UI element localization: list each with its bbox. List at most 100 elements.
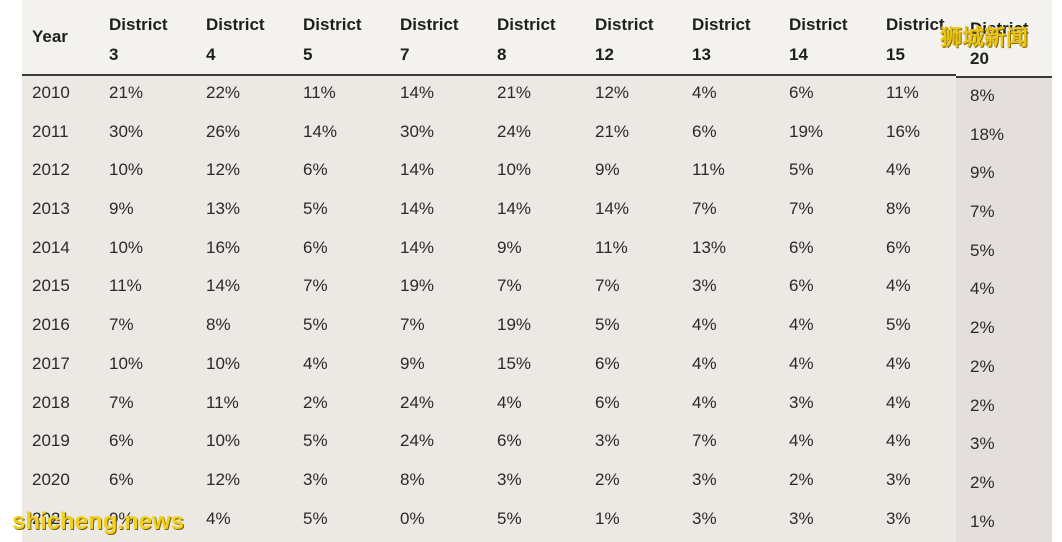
value-cell: 6% bbox=[303, 160, 328, 180]
value-cell: 21% bbox=[109, 83, 144, 102]
value-cell: 2% bbox=[970, 472, 995, 492]
value-cell: 21% bbox=[497, 83, 532, 102]
value-cell: 7% bbox=[595, 276, 620, 296]
value-cell: 14% bbox=[400, 83, 435, 102]
header-district-4: District 4 bbox=[206, 15, 265, 64]
value-cell: 14% bbox=[595, 199, 630, 219]
value-cell: 3% bbox=[692, 276, 717, 296]
value-cell: 7% bbox=[692, 199, 717, 219]
value-cell: 3% bbox=[692, 508, 717, 528]
value-cell: 12% bbox=[206, 160, 241, 180]
table-row: 2021 9% 4% 5% 0% 5% 1% 3% 3% 3% 1% bbox=[22, 502, 1052, 541]
value-cell: 24% bbox=[400, 431, 435, 451]
header-district-15: District 15 bbox=[886, 15, 945, 64]
value-cell: 6% bbox=[595, 353, 620, 373]
header-district-3: District 3 bbox=[109, 15, 168, 64]
value-cell: 16% bbox=[206, 237, 241, 257]
header-district-13: District 13 bbox=[692, 15, 751, 64]
value-cell: 8% bbox=[400, 469, 425, 489]
value-cell: 11% bbox=[303, 83, 336, 102]
value-cell: 5% bbox=[303, 315, 328, 335]
table-body: 2010 21% 22% 11% 14% 21% 12% 4% 6% 11% 8% 2011 30% 26… bbox=[22, 76, 1052, 540]
table-row: 2016 7% 8% 5% 7% 19% 5% 4% 4% 5% 2% bbox=[22, 308, 1052, 347]
value-cell: 9% bbox=[970, 163, 995, 183]
value-cell: 4% bbox=[497, 392, 522, 412]
value-cell: 14% bbox=[206, 276, 241, 296]
table-row: 2014 10% 16% 6% 14% 9% 11% 13% 6% 6% 5% bbox=[22, 231, 1052, 270]
header-district-5: District 5 bbox=[303, 15, 362, 64]
value-cell: 14% bbox=[303, 121, 338, 141]
value-cell: 15% bbox=[497, 353, 532, 373]
value-cell: 1% bbox=[970, 511, 995, 531]
value-cell: 5% bbox=[497, 508, 522, 528]
value-cell: 4% bbox=[886, 160, 911, 180]
value-cell: 5% bbox=[303, 199, 328, 219]
value-cell: 5% bbox=[303, 431, 328, 451]
table-row: 2019 6% 10% 5% 24% 6% 3% 7% 4% 4% 3% bbox=[22, 424, 1052, 463]
value-cell: 4% bbox=[692, 83, 717, 102]
value-cell: 13% bbox=[206, 199, 241, 219]
value-cell: 16% bbox=[886, 121, 921, 141]
value-cell: 4% bbox=[692, 353, 717, 373]
value-cell: 2% bbox=[970, 356, 995, 376]
table-row: 2013 9% 13% 5% 14% 14% 14% 7% 7% 8% 7% bbox=[22, 192, 1052, 231]
value-cell: 2% bbox=[595, 469, 620, 489]
value-cell: 4% bbox=[886, 392, 911, 412]
value-cell: 6% bbox=[692, 121, 717, 141]
table-row: 2010 21% 22% 11% 14% 21% 12% 4% 6% 11% 8% bbox=[22, 76, 1052, 115]
value-cell: 11% bbox=[692, 160, 725, 180]
value-cell: 3% bbox=[692, 469, 717, 489]
value-cell: 12% bbox=[595, 83, 630, 102]
value-cell: 4% bbox=[692, 315, 717, 335]
value-cell: 3% bbox=[970, 434, 995, 454]
value-cell: 4% bbox=[206, 508, 231, 528]
header-district-14: District 14 bbox=[789, 15, 848, 64]
table-row: 2011 30% 26% 14% 30% 24% 21% 6% 19% 16% 18% bbox=[22, 115, 1052, 154]
value-cell: 4% bbox=[789, 431, 814, 451]
value-cell: 11% bbox=[109, 276, 142, 296]
value-cell: 7% bbox=[109, 392, 134, 412]
value-cell: 14% bbox=[497, 199, 532, 219]
year-cell: 2020 bbox=[32, 469, 70, 489]
value-cell: 7% bbox=[497, 276, 522, 296]
value-cell: 19% bbox=[497, 315, 532, 335]
value-cell: 8% bbox=[206, 315, 231, 335]
value-cell: 10% bbox=[206, 431, 241, 451]
value-cell: 2% bbox=[970, 395, 995, 415]
table-header: Year District 3 District 4 District 5 Di… bbox=[22, 0, 1052, 76]
year-cell: 2021 bbox=[32, 508, 70, 528]
year-cell: 2019 bbox=[32, 431, 70, 451]
value-cell: 9% bbox=[497, 237, 522, 257]
value-cell: 11% bbox=[595, 237, 628, 257]
value-cell: 6% bbox=[109, 469, 134, 489]
table-row: 2020 6% 12% 3% 8% 3% 2% 3% 2% 3% 2% bbox=[22, 463, 1052, 502]
value-cell: 10% bbox=[109, 353, 144, 373]
value-cell: 4% bbox=[886, 431, 911, 451]
value-cell: 10% bbox=[109, 237, 144, 257]
district-20-header-bg: District 20 bbox=[956, 0, 1052, 78]
value-cell: 2% bbox=[303, 392, 328, 412]
year-cell: 2016 bbox=[32, 315, 70, 335]
value-cell: 10% bbox=[109, 160, 144, 180]
value-cell: 5% bbox=[970, 240, 995, 260]
value-cell: 6% bbox=[789, 237, 814, 257]
value-cell: 24% bbox=[497, 121, 532, 141]
value-cell: 26% bbox=[206, 121, 241, 141]
value-cell: 6% bbox=[497, 431, 522, 451]
value-cell: 3% bbox=[789, 508, 814, 528]
district-20-column-bg bbox=[956, 0, 1052, 542]
header-district-20: District 20 bbox=[970, 19, 1029, 68]
value-cell: 14% bbox=[400, 237, 435, 257]
value-cell: 14% bbox=[400, 160, 435, 180]
value-cell: 6% bbox=[595, 392, 620, 412]
value-cell: 4% bbox=[886, 276, 911, 296]
header-district-12: District 12 bbox=[595, 15, 654, 64]
value-cell: 24% bbox=[400, 392, 435, 412]
value-cell: 7% bbox=[789, 199, 814, 219]
value-cell: 6% bbox=[886, 237, 911, 257]
value-cell: 8% bbox=[970, 86, 995, 105]
year-cell: 2014 bbox=[32, 237, 70, 257]
value-cell: 2% bbox=[970, 318, 995, 338]
watermark-logo-top: 狮城新闻 bbox=[940, 25, 1029, 50]
value-cell: 19% bbox=[400, 276, 435, 296]
